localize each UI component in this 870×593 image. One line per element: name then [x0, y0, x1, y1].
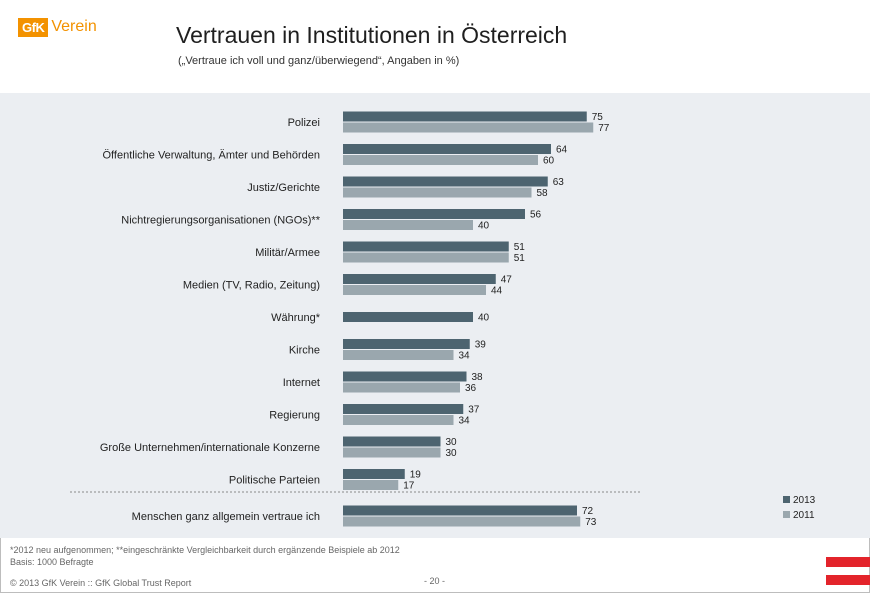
bar-2011: [343, 252, 509, 263]
value-label-2011: 40: [478, 221, 490, 232]
basis-note: Basis: 1000 Befragte: [10, 557, 94, 567]
value-label-2011: 73: [585, 517, 597, 528]
legend-label-2011: 2011: [793, 510, 815, 521]
value-label-2013: 39: [475, 340, 487, 351]
bar-2013: [343, 111, 587, 122]
bar-2013: [343, 404, 464, 414]
category-label: Regierung: [269, 410, 320, 422]
value-label-2013: 51: [514, 242, 526, 253]
bar-2011: [343, 220, 473, 230]
bar-2013: [343, 274, 496, 284]
value-label-2013: 63: [553, 177, 565, 188]
chart-title: Vertrauen in Institutionen in Österreich: [176, 22, 568, 48]
value-label-2013: 56: [530, 210, 542, 221]
logo-mark: GfK: [18, 17, 49, 37]
bar-2013: [343, 144, 551, 154]
bar-2013: [343, 339, 470, 349]
value-label-2011: 44: [491, 286, 503, 297]
bar-2011: [343, 415, 454, 425]
category-label: Militär/Armee: [255, 247, 320, 259]
bar-2013: [343, 469, 405, 479]
footnote: *2012 neu aufgenommen; **eingeschränkte …: [10, 545, 400, 555]
category-label: Menschen ganz allgemein vertraue ich: [132, 511, 320, 523]
value-label-2013: 64: [556, 145, 568, 156]
category-label: Währung*: [271, 312, 321, 324]
value-label-2013: 37: [468, 405, 480, 416]
category-label: Große Unternehmen/internationale Konzern…: [100, 442, 320, 454]
bar-2011: [343, 187, 532, 198]
chart-subtitle: („Vertraue ich voll und ganz/überwiegend…: [178, 55, 460, 67]
bar-2011: [343, 122, 594, 133]
bar-2013: [343, 505, 577, 516]
category-label: Öffentliche Verwaltung, Ämter und Behörd…: [103, 150, 321, 162]
value-label-2013: 30: [446, 437, 458, 448]
legend-label-2013: 2013: [793, 495, 816, 506]
bar-2011: [343, 480, 399, 490]
value-label-2013: 75: [592, 112, 604, 123]
flag-stripe-bottom: [826, 575, 870, 585]
bar-2013: [343, 241, 509, 252]
category-label: Politische Parteien: [229, 475, 320, 487]
bar-2013: [343, 312, 473, 322]
bar-2011: [343, 382, 460, 393]
bar-2011: [343, 350, 454, 360]
page-number: - 20 -: [424, 576, 446, 586]
bar-2013: [343, 436, 441, 447]
value-label-2011: 34: [459, 416, 471, 427]
bar-2011: [343, 285, 486, 295]
bar-2011: [343, 155, 538, 165]
logo-text: Verein: [51, 18, 97, 35]
value-label-2011: 30: [446, 448, 458, 459]
value-label-2013: 72: [582, 506, 594, 517]
value-label-2013: 40: [478, 313, 490, 324]
slide-header: GfK Verein Vertrauen in Institutionen in…: [0, 0, 870, 93]
legend-swatch-2011: [783, 511, 790, 518]
value-label-2011: 51: [514, 253, 526, 264]
category-label: Internet: [283, 377, 320, 389]
value-label-2011: 36: [465, 383, 477, 394]
bar-2013: [343, 209, 525, 219]
bar-2013: [343, 176, 548, 187]
value-label-2011: 17: [403, 481, 415, 492]
category-label: Justiz/Gerichte: [247, 182, 320, 194]
gfk-logo: GfK Verein: [18, 16, 97, 38]
legend-swatch-2013: [783, 496, 790, 503]
value-label-2011: 58: [537, 188, 549, 199]
category-label: Nichtregierungsorganisationen (NGOs)**: [121, 215, 320, 227]
category-label: Medien (TV, Radio, Zeitung): [183, 280, 320, 292]
value-label-2013: 19: [410, 470, 422, 481]
value-label-2013: 47: [501, 275, 513, 286]
value-label-2011: 34: [459, 351, 471, 362]
value-label-2013: 38: [472, 372, 484, 383]
value-label-2011: 60: [543, 156, 555, 167]
category-label: Polizei: [288, 117, 320, 129]
value-label-2011: 77: [598, 123, 610, 134]
bar-2011: [343, 516, 581, 527]
copyright-note: © 2013 GfK Verein :: GfK Global Trust Re…: [10, 578, 192, 588]
category-label: Kirche: [289, 345, 320, 357]
bar-2013: [343, 371, 467, 382]
flag-stripe-top: [826, 557, 870, 567]
bar-2011: [343, 447, 441, 458]
